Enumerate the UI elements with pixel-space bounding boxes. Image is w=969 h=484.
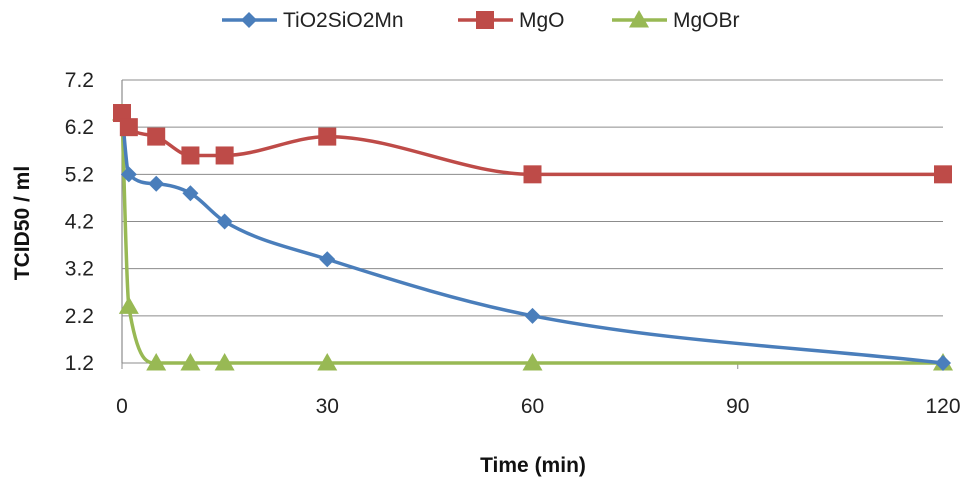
x-tick-label: 60: [521, 395, 544, 418]
x-axis-title: Time (min): [480, 454, 586, 477]
data-point: [119, 118, 138, 137]
legend-swatch-marker: [241, 12, 257, 28]
legend-item: TiO2SiO2Mn: [222, 9, 404, 32]
data-point: [180, 353, 201, 371]
y-tick-label: 7.2: [65, 69, 94, 92]
legend: TiO2SiO2Mn MgO MgOBr: [222, 9, 740, 32]
data-point: [318, 127, 337, 146]
data-point: [182, 185, 199, 202]
series-MgO: [113, 104, 952, 184]
data-point: [317, 353, 338, 371]
legend-item: MgOBr: [612, 9, 740, 32]
data-point: [935, 355, 951, 371]
y-tick-label: 5.2: [65, 163, 94, 186]
data-point: [524, 307, 541, 324]
series-line: [120, 112, 944, 365]
series-MgOBr: [112, 103, 953, 371]
axes: [121, 80, 944, 369]
data-point: [523, 165, 542, 184]
y-tick-label: 1.2: [65, 352, 94, 375]
legend-label: TiO2SiO2Mn: [283, 9, 404, 32]
x-tick-labels: 0 30 60 90 120: [116, 395, 960, 418]
legend-swatch-marker: [476, 11, 494, 29]
data-point: [118, 296, 139, 314]
series-line: [120, 112, 943, 177]
series-line: [120, 112, 943, 365]
x-tick-label: 90: [726, 395, 749, 418]
data-point: [216, 213, 233, 230]
data-point: [146, 353, 167, 371]
data-point: [319, 251, 336, 268]
y-tick-label: 4.2: [65, 211, 94, 234]
legend-item: MgO: [458, 9, 565, 32]
x-tick-label: 120: [925, 395, 960, 418]
series-TiO2SiO2Mn: [114, 105, 951, 371]
legend-label: MgOBr: [673, 9, 740, 32]
data-point: [181, 146, 200, 165]
x-tick-label: 30: [316, 395, 339, 418]
data-point: [215, 146, 234, 165]
data-point: [113, 104, 131, 123]
legend-swatch-marker: [629, 10, 649, 28]
y-tick-labels: 1.2 2.2 3.2 4.2 5.2 6.2 7.2: [65, 69, 94, 375]
y-axis-title: TCID50 / ml: [11, 166, 34, 280]
data-point: [147, 127, 166, 146]
data-point: [148, 175, 165, 192]
legend-label: MgO: [519, 9, 565, 32]
data-point: [214, 353, 235, 371]
data-point: [522, 353, 543, 371]
y-tick-label: 2.2: [65, 305, 94, 328]
series-layer: [112, 103, 953, 371]
x-tick-label: 0: [116, 395, 128, 418]
data-point: [934, 165, 952, 184]
y-tick-label: 6.2: [65, 116, 94, 139]
data-point: [120, 166, 137, 183]
y-tick-label: 3.2: [65, 258, 94, 281]
